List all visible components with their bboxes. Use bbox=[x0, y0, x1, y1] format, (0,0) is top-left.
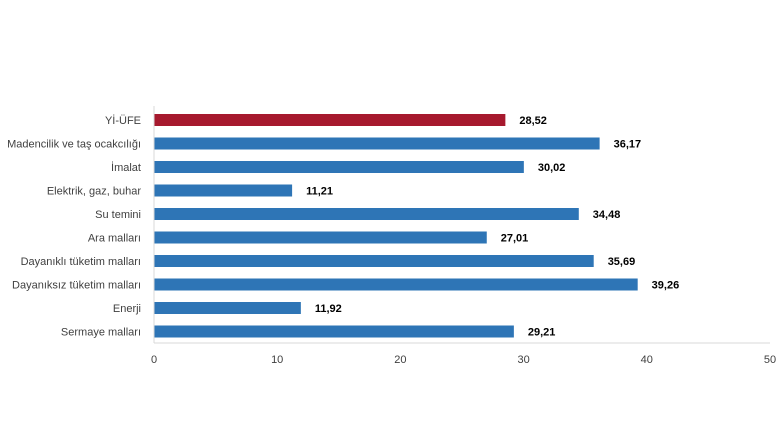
x-tick-labels: 0 10 20 30 40 50 bbox=[151, 354, 776, 366]
data-label: 34,48 bbox=[593, 209, 621, 221]
bar bbox=[154, 278, 638, 291]
bar bbox=[154, 208, 579, 220]
category-label: İmalat bbox=[111, 161, 141, 174]
category-label: Ara malları bbox=[88, 233, 141, 245]
category-label: Yİ-ÜFE bbox=[105, 114, 141, 127]
category-label: Dayanıksız tüketim malları bbox=[12, 280, 141, 292]
x-tick-label: 30 bbox=[517, 354, 529, 366]
bar bbox=[154, 231, 487, 244]
value-labels: 28,52 36,17 30,02 11,21 34,48 27,01 35,69 39,26… bbox=[306, 115, 679, 339]
x-tick-label: 50 bbox=[764, 354, 776, 366]
bar bbox=[154, 302, 301, 314]
bar bbox=[154, 161, 524, 173]
bar bbox=[154, 114, 506, 126]
data-label: 11,21 bbox=[306, 186, 333, 198]
category-label: Elektrik, gaz, buhar bbox=[47, 186, 141, 198]
bar bbox=[154, 255, 594, 267]
category-label: Sermaye malları bbox=[61, 327, 141, 339]
bar bbox=[154, 325, 514, 338]
data-label: 30,02 bbox=[538, 162, 566, 174]
data-label: 39,26 bbox=[652, 280, 680, 292]
category-label: Su temini bbox=[95, 209, 141, 221]
category-label: Enerji bbox=[113, 303, 141, 315]
data-label: 28,52 bbox=[519, 115, 547, 127]
bar bbox=[154, 184, 293, 197]
category-label: Dayanıklı tüketim malları bbox=[21, 256, 141, 268]
bar bbox=[154, 137, 600, 150]
x-tick-label: 20 bbox=[394, 354, 406, 366]
category-labels: Yİ-ÜFE Madencilik ve taş ocakcılığı İmalat… bbox=[7, 114, 141, 339]
data-label: 29,21 bbox=[528, 327, 556, 339]
x-tick-label: 10 bbox=[271, 354, 283, 366]
data-label: 36,17 bbox=[614, 139, 642, 151]
data-label: 27,01 bbox=[501, 233, 529, 245]
bars bbox=[154, 114, 638, 338]
x-tick-label: 0 bbox=[151, 354, 157, 366]
data-label: 35,69 bbox=[608, 256, 636, 268]
x-tick-label: 40 bbox=[641, 354, 653, 366]
data-label: 11,92 bbox=[315, 303, 342, 315]
category-label: Madencilik ve taş ocakcılığı bbox=[7, 139, 141, 151]
